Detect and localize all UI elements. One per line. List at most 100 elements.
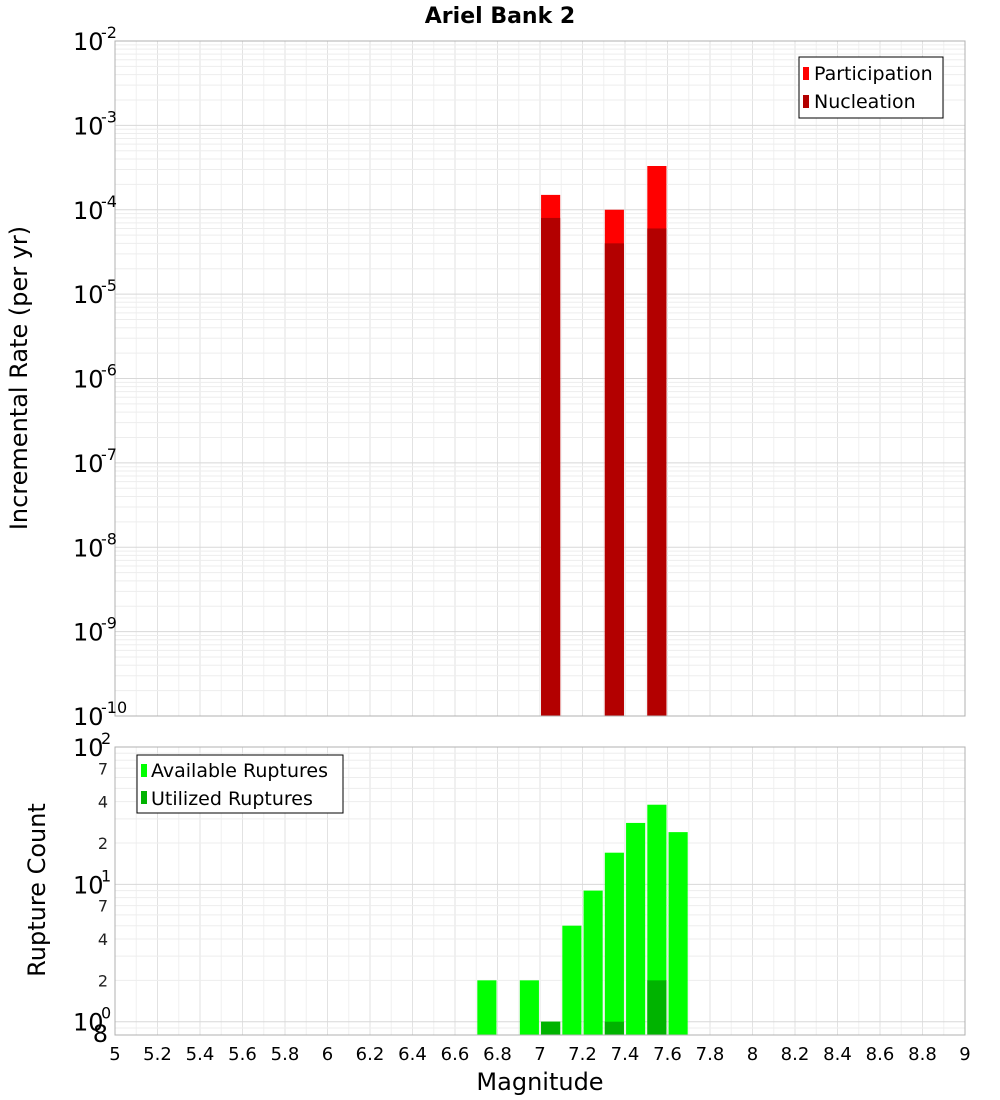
bottom-y-minor-tick: 4 (98, 930, 108, 949)
top-y-tick-base: 10 (73, 28, 104, 56)
top-y-tick-6: 10-4 (73, 192, 117, 225)
x-tick-label-10: 7 (534, 1044, 545, 1065)
bottom-y-minor-tick: 7 (98, 759, 108, 778)
bottom-y-tick-7: 2 (98, 834, 108, 853)
bar-available-ruptures-4 (583, 890, 603, 1035)
x-axis-label: Magnitude (476, 1068, 603, 1096)
top-y-tick-base: 10 (73, 450, 104, 478)
top-y-tick-3: 10-7 (73, 445, 117, 478)
bottom-bars (477, 804, 688, 1035)
bottom-plot-border (114, 746, 966, 1036)
top-y-tick-4: 10-6 (73, 361, 117, 394)
legend-swatch-available (141, 764, 147, 777)
bar-utilized-ruptures-2 (647, 980, 667, 1035)
top-y-tick-base: 10 (73, 366, 104, 394)
top-y-tick-base: 10 (73, 281, 104, 309)
top-y-tick-base: 10 (73, 534, 104, 562)
chart-title: Ariel Bank 2 (425, 4, 575, 29)
x-tick-label-17: 8.4 (823, 1044, 852, 1065)
top-y-tick-exponent: -4 (101, 192, 117, 211)
top-y-tick-base: 10 (73, 112, 104, 140)
x-tick-label-19: 8.8 (908, 1044, 937, 1065)
top-plot-border (114, 40, 966, 717)
legend-label-nucleation: Nucleation (814, 91, 916, 113)
x-tick-label-1: 5.2 (143, 1044, 172, 1065)
top-y-tick-exponent: -10 (101, 698, 127, 717)
x-tick-label-18: 8.6 (866, 1044, 895, 1065)
bottom-y-tick-base: 10 (73, 734, 104, 762)
bar-available-ruptures-8 (668, 832, 688, 1035)
legend-swatch-participation (803, 67, 809, 80)
top-legend: Participation Nucleation (798, 56, 944, 119)
bottom-y-tick-3: 8 (93, 1020, 108, 1048)
x-tick-label-14: 7.8 (696, 1044, 725, 1065)
x-tick-label-11: 7.2 (568, 1044, 597, 1065)
bottom-y-tick-exponent: 0 (101, 1004, 111, 1023)
top-y-tick-exponent: -2 (101, 23, 117, 42)
bar-nucleation-2 (647, 228, 667, 716)
top-y-tick-exponent: -7 (101, 445, 117, 464)
top-y-tick-7: 10-3 (73, 107, 117, 140)
bottom-y-minor-tick: 8 (93, 1020, 108, 1048)
top-y-tick-exponent: -5 (101, 276, 117, 295)
top-y-tick-5: 10-5 (73, 276, 117, 309)
top-grid (114, 41, 966, 717)
bottom-legend-box (136, 754, 344, 814)
bottom-y-tick-5: 4 (98, 930, 108, 949)
top-bars (541, 166, 667, 717)
x-tick-label-6: 6.2 (356, 1044, 385, 1065)
bottom-y-axis-label: Rupture Count (23, 803, 51, 977)
legend-label-utilized: Utilized Ruptures (151, 788, 313, 810)
bottom-y-tick-9: 7 (98, 759, 108, 778)
bottom-y-tick-1: 101 (73, 866, 111, 899)
bottom-y-tick-0: 100 (73, 1004, 111, 1037)
legend-swatch-utilized (141, 791, 147, 804)
top-y-axis-label: Incremental Rate (per yr) (5, 226, 33, 530)
x-tick-label-9: 6.8 (483, 1044, 512, 1065)
top-y-tick-base: 10 (73, 197, 104, 225)
bar-available-ruptures-0 (477, 980, 497, 1035)
bar-available-ruptures-3 (562, 925, 582, 1035)
top-y-tick-8: 10-2 (73, 23, 117, 56)
bar-nucleation-1 (604, 243, 624, 717)
x-tick-label-15: 8 (747, 1044, 758, 1065)
bottom-y-minor-tick: 2 (98, 834, 108, 853)
bar-available-ruptures-1 (519, 980, 539, 1035)
bottom-y-tick-8: 4 (98, 793, 108, 812)
bottom-y-minor-tick: 2 (98, 971, 108, 990)
x-tick-label-7: 6.4 (398, 1044, 427, 1065)
top-y-tick-exponent: -3 (101, 107, 117, 126)
bottom-y-tick-base: 10 (73, 1009, 104, 1037)
x-tick-label-5: 6 (322, 1044, 333, 1065)
bottom-legend: Available Ruptures Utilized Ruptures (136, 754, 344, 814)
x-tick-label-3: 5.6 (228, 1044, 257, 1065)
top-y-tick-exponent: -6 (101, 361, 117, 380)
bottom-y-tick-exponent: 1 (101, 866, 111, 885)
x-tick-label-16: 8.2 (781, 1044, 810, 1065)
legend-label-available: Available Ruptures (151, 760, 328, 782)
top-legend-box (798, 56, 944, 119)
bottom-y-tick-6: 7 (98, 897, 108, 916)
legend-label-participation: Participation (814, 63, 933, 85)
bottom-y-tick-exponent: 2 (101, 729, 111, 748)
x-tick-label-13: 7.6 (653, 1044, 682, 1065)
x-tick-label-8: 6.6 (441, 1044, 470, 1065)
bar-available-ruptures-7 (647, 804, 667, 1035)
x-tick-label-12: 7.4 (611, 1044, 640, 1065)
x-tick-label-20: 9 (959, 1044, 970, 1065)
top-y-tick-base: 10 (73, 703, 104, 731)
bottom-y-minor-tick: 4 (98, 793, 108, 812)
bottom-y-tick-4: 2 (98, 971, 108, 990)
x-tick-label-2: 5.4 (186, 1044, 215, 1065)
bottom-y-tick-base: 10 (73, 871, 104, 899)
bar-utilized-ruptures-1 (604, 1021, 624, 1035)
bar-available-ruptures-5 (604, 852, 624, 1035)
x-tick-label-4: 5.8 (271, 1044, 300, 1065)
bar-nucleation-0 (541, 217, 561, 716)
top-y-tick-exponent: -9 (101, 614, 117, 633)
x-tick-label-0: 5 (109, 1044, 120, 1065)
bottom-y-minor-tick: 7 (98, 897, 108, 916)
top-y-tick-base: 10 (73, 619, 104, 647)
